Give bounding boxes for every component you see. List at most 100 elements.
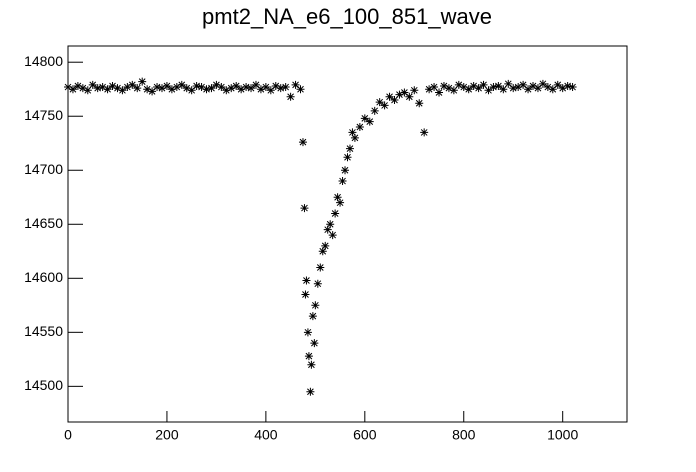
point (301, 290, 310, 299)
point (307, 360, 316, 369)
point (212, 80, 221, 89)
point (514, 83, 523, 92)
point (217, 83, 226, 92)
x-tick-label: 0 (64, 427, 72, 443)
x-tick-label: 800 (452, 427, 476, 443)
point (247, 84, 256, 93)
point (360, 114, 369, 123)
point (499, 85, 508, 94)
point (64, 83, 72, 92)
point (83, 86, 92, 95)
point (385, 92, 394, 101)
point (484, 86, 493, 95)
point (328, 231, 337, 240)
point (232, 81, 241, 90)
point (459, 83, 468, 92)
point (529, 81, 538, 90)
point (331, 209, 340, 218)
point (172, 83, 181, 92)
point (558, 84, 567, 93)
y-tick-label: 14600 (24, 269, 63, 285)
point (298, 138, 307, 147)
point (553, 80, 562, 89)
point (454, 80, 463, 89)
point (123, 83, 132, 92)
point (524, 85, 533, 94)
point (68, 85, 77, 94)
point (306, 387, 315, 396)
point (341, 166, 350, 175)
point (296, 85, 305, 94)
point (563, 81, 572, 90)
point (350, 133, 359, 142)
point (157, 84, 166, 93)
point (162, 81, 171, 90)
point (128, 80, 137, 89)
x-tick-label: 1000 (547, 427, 578, 443)
point (88, 80, 97, 89)
point (355, 123, 364, 132)
point (304, 352, 313, 361)
point (78, 84, 87, 93)
point (538, 79, 547, 88)
point (251, 80, 260, 89)
point (348, 128, 357, 137)
point (323, 225, 332, 234)
point (227, 84, 236, 93)
y-tick-label: 14650 (24, 215, 63, 231)
point (543, 83, 552, 92)
point (469, 81, 478, 90)
point (133, 84, 142, 93)
point (281, 83, 290, 92)
y-tick-label: 14750 (24, 107, 63, 123)
point (548, 85, 557, 94)
point (415, 99, 424, 108)
point (207, 84, 216, 93)
point (494, 81, 503, 90)
point (313, 279, 322, 288)
point (435, 88, 444, 97)
point (138, 77, 147, 86)
point (316, 263, 325, 272)
point (291, 80, 300, 89)
point (256, 85, 265, 94)
point (375, 98, 384, 107)
point (177, 80, 186, 89)
point (271, 81, 280, 90)
y-tick-label: 14700 (24, 161, 63, 177)
point (261, 83, 270, 92)
point (153, 83, 162, 92)
point (489, 83, 498, 92)
point (345, 144, 354, 153)
point (237, 85, 246, 94)
x-tick-label: 400 (254, 427, 278, 443)
point (187, 86, 196, 95)
point (202, 85, 211, 94)
point (333, 193, 342, 202)
point (182, 84, 191, 93)
point (242, 83, 251, 92)
point (343, 153, 352, 162)
point (410, 86, 419, 95)
point (509, 84, 518, 93)
point (430, 83, 439, 92)
point (113, 84, 122, 93)
point (266, 86, 275, 95)
point (276, 84, 285, 93)
point (93, 84, 102, 93)
point (311, 301, 320, 310)
point (390, 96, 399, 105)
point (519, 80, 528, 89)
point (318, 247, 327, 256)
point (192, 81, 201, 90)
point (73, 81, 82, 90)
point (336, 198, 345, 207)
point (568, 83, 577, 92)
point (338, 177, 347, 186)
point (286, 92, 295, 101)
point (98, 83, 107, 92)
point (479, 80, 488, 89)
x-tick-label: 600 (353, 427, 377, 443)
